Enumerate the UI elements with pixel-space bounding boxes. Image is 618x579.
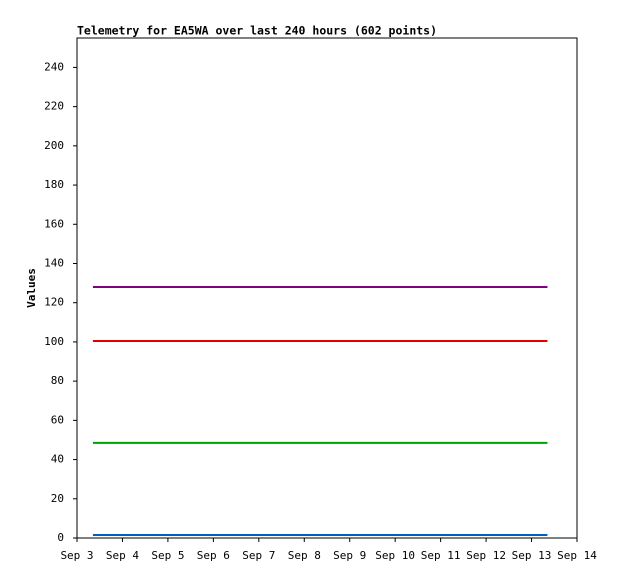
x-tick-label: Sep 8 — [288, 549, 321, 562]
x-tick-label: Sep 13 — [512, 549, 552, 562]
x-tick-label: Sep 5 — [151, 549, 184, 562]
x-tick-label: Sep 6 — [197, 549, 230, 562]
y-tick-label: 240 — [44, 60, 64, 73]
x-tick-label: Sep 12 — [466, 549, 506, 562]
x-tick-label: Sep 10 — [375, 549, 415, 562]
x-tick-label: Sep 3 — [60, 549, 93, 562]
y-tick-label: 0 — [57, 531, 64, 544]
y-tick-label: 60 — [51, 413, 64, 426]
y-tick-label: 20 — [51, 492, 64, 505]
y-tick-label: 120 — [44, 296, 64, 309]
y-tick-label: 180 — [44, 178, 64, 191]
x-tick-label: Sep 9 — [333, 549, 366, 562]
plot-frame — [76, 37, 578, 539]
chart-title: Telemetry for EA5WA over last 240 hours … — [77, 24, 437, 38]
y-tick-label: 80 — [51, 374, 64, 387]
y-tick-label: 140 — [44, 256, 64, 269]
y-tick-label: 100 — [44, 335, 64, 348]
x-tick-label: Sep 4 — [106, 549, 139, 562]
y-tick-label: 160 — [44, 217, 64, 230]
x-tick-label: Sep 14 — [557, 549, 597, 562]
y-axis-label: Values — [25, 268, 38, 308]
x-tick-label: Sep 11 — [421, 549, 461, 562]
y-tick-label: 220 — [44, 100, 64, 113]
y-tick-label: 40 — [51, 453, 64, 466]
x-tick-label: Sep 7 — [242, 549, 275, 562]
y-tick-label: 200 — [44, 139, 64, 152]
